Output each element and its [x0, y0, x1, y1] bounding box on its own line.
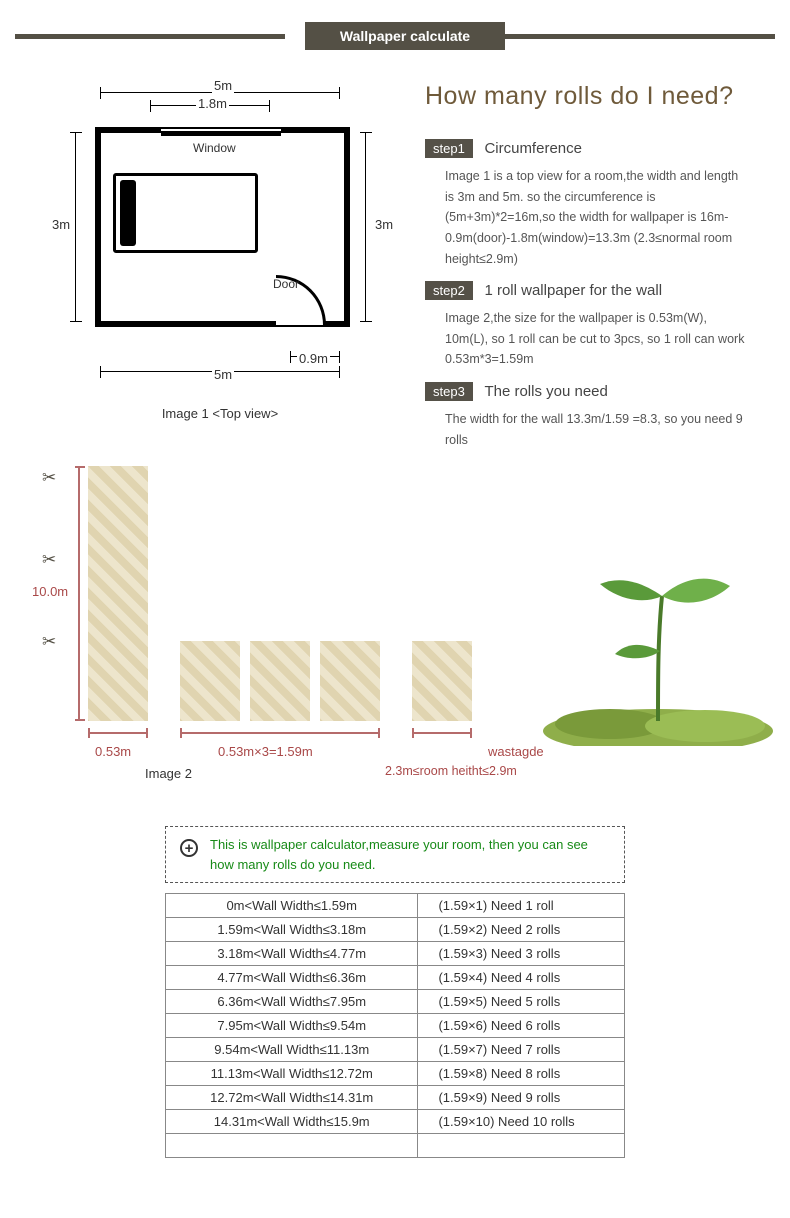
width-label-3: 0.53m×3=1.59m: [218, 744, 313, 759]
dim-top-label: 5m: [212, 78, 234, 93]
bed-icon: [113, 173, 258, 253]
range-cell: [166, 1134, 418, 1158]
roll-height-rule: [78, 466, 80, 721]
rolls-table: 0m<Wall Width≤1.59m(1.59×1) Need 1 roll1…: [165, 893, 625, 1158]
range-cell: 0m<Wall Width≤1.59m: [166, 894, 418, 918]
top-section: 5m 1.8m 3m 3m 5m 0.9m Window Door Image …: [0, 82, 790, 456]
step-title: The rolls you need: [484, 383, 607, 400]
table-row: 12.72m<Wall Width≤14.31m(1.59×9) Need 9 …: [166, 1086, 625, 1110]
plant-icon: [540, 556, 775, 746]
roll-diagram-section: ✂ ✂ ✂ 10.0m 0.53m 0.53m×3=1.59m wastagde…: [0, 466, 790, 806]
roll-height-label: 10.0m: [32, 584, 68, 599]
result-cell: [418, 1134, 625, 1158]
main-question: How many rolls do I need?: [425, 82, 750, 111]
result-cell: (1.59×10) Need 10 rolls: [418, 1110, 625, 1134]
table-row: 11.13m<Wall Width≤12.72m(1.59×8) Need 8 …: [166, 1062, 625, 1086]
step-2: step2 1 roll wallpaper for the wall: [425, 281, 750, 300]
range-cell: 1.59m<Wall Width≤3.18m: [166, 918, 418, 942]
result-cell: (1.59×1) Need 1 roll: [418, 894, 625, 918]
width-rule-3: [180, 728, 380, 738]
range-cell: 6.36m<Wall Width≤7.95m: [166, 990, 418, 1014]
note-text: This is wallpaper calculator,measure you…: [210, 837, 588, 872]
scissors-icon: ✂: [42, 632, 56, 652]
wastage-label: wastagde: [488, 744, 544, 759]
step-title: Circumference: [484, 140, 582, 157]
dim-left-label: 3m: [50, 217, 72, 232]
step-body: Image 2,the size for the wallpaper is 0.…: [445, 308, 750, 370]
step-tag: step3: [425, 382, 473, 401]
height-rule-label: 2.3m≤room heitht≤2.9m: [385, 764, 517, 778]
table-row: 3.18m<Wall Width≤4.77m(1.59×3) Need 3 ro…: [166, 942, 625, 966]
step-body: The width for the wall 13.3m/1.59 =8.3, …: [445, 409, 750, 450]
table-row: 0m<Wall Width≤1.59m(1.59×1) Need 1 roll: [166, 894, 625, 918]
range-cell: 9.54m<Wall Width≤11.13m: [166, 1038, 418, 1062]
step-tag: step1: [425, 139, 473, 158]
result-cell: (1.59×5) Need 5 rolls: [418, 990, 625, 1014]
window-label: Window: [193, 141, 236, 155]
floorplan-block: 5m 1.8m 3m 3m 5m 0.9m Window Door Image …: [30, 82, 410, 456]
roll-piece: [320, 641, 380, 721]
header-rule-left: [15, 34, 285, 39]
plus-icon: +: [180, 839, 198, 857]
dim-left: [75, 132, 76, 322]
result-cell: (1.59×6) Need 6 rolls: [418, 1014, 625, 1038]
roll-piece-wastage: [412, 641, 472, 721]
dim-right: [365, 132, 366, 322]
pillow-icon: [120, 180, 136, 246]
window-icon: [161, 127, 281, 136]
header-title: Wallpaper calculate: [305, 22, 505, 50]
dim-right-label: 3m: [373, 217, 395, 232]
floorplan-caption: Image 1 <Top view>: [30, 406, 410, 421]
table-row: 9.54m<Wall Width≤11.13m(1.59×7) Need 7 r…: [166, 1038, 625, 1062]
section-header: Wallpaper calculate: [15, 22, 775, 52]
room-outline: Window Door: [95, 127, 350, 327]
instructions-column: How many rolls do I need? step1 Circumfe…: [410, 82, 750, 456]
result-cell: (1.59×2) Need 2 rolls: [418, 918, 625, 942]
roll-column: [88, 466, 148, 721]
width-label-1: 0.53m: [95, 744, 131, 759]
step-1: step1 Circumference: [425, 139, 750, 158]
result-cell: (1.59×9) Need 9 rolls: [418, 1086, 625, 1110]
calculator-note: + This is wallpaper calculator,measure y…: [165, 826, 625, 883]
door-label: Door: [273, 277, 299, 291]
width-rule-wastage: [412, 728, 472, 738]
dim-bottom-label: 5m: [212, 367, 234, 382]
range-cell: 14.31m<Wall Width≤15.9m: [166, 1110, 418, 1134]
result-cell: (1.59×7) Need 7 rolls: [418, 1038, 625, 1062]
result-cell: (1.59×8) Need 8 rolls: [418, 1062, 625, 1086]
floorplan-diagram: 5m 1.8m 3m 3m 5m 0.9m Window Door: [30, 82, 410, 402]
range-cell: 11.13m<Wall Width≤12.72m: [166, 1062, 418, 1086]
step-body: Image 1 is a top view for a room,the wid…: [445, 166, 750, 269]
header-rule-right: [505, 34, 775, 39]
table-row: 1.59m<Wall Width≤3.18m(1.59×2) Need 2 ro…: [166, 918, 625, 942]
table-row: 6.36m<Wall Width≤7.95m(1.59×5) Need 5 ro…: [166, 990, 625, 1014]
range-cell: 12.72m<Wall Width≤14.31m: [166, 1086, 418, 1110]
table-row: 4.77m<Wall Width≤6.36m(1.59×4) Need 4 ro…: [166, 966, 625, 990]
width-rule-1: [88, 728, 148, 738]
dim-window-label: 1.8m: [196, 96, 229, 111]
result-cell: (1.59×3) Need 3 rolls: [418, 942, 625, 966]
table-row: 7.95m<Wall Width≤9.54m(1.59×6) Need 6 ro…: [166, 1014, 625, 1038]
result-cell: (1.59×4) Need 4 rolls: [418, 966, 625, 990]
roll-piece: [180, 641, 240, 721]
dim-door-label: 0.9m: [297, 351, 330, 366]
table-row: [166, 1134, 625, 1158]
step-title: 1 roll wallpaper for the wall: [484, 282, 662, 299]
table-row: 14.31m<Wall Width≤15.9m(1.59×10) Need 10…: [166, 1110, 625, 1134]
step-tag: step2: [425, 281, 473, 300]
roll-piece: [250, 641, 310, 721]
scissors-icon: ✂: [42, 468, 56, 488]
roll-caption: Image 2: [145, 766, 192, 781]
range-cell: 3.18m<Wall Width≤4.77m: [166, 942, 418, 966]
range-cell: 7.95m<Wall Width≤9.54m: [166, 1014, 418, 1038]
step-3: step3 The rolls you need: [425, 382, 750, 401]
range-cell: 4.77m<Wall Width≤6.36m: [166, 966, 418, 990]
scissors-icon: ✂: [42, 550, 56, 570]
